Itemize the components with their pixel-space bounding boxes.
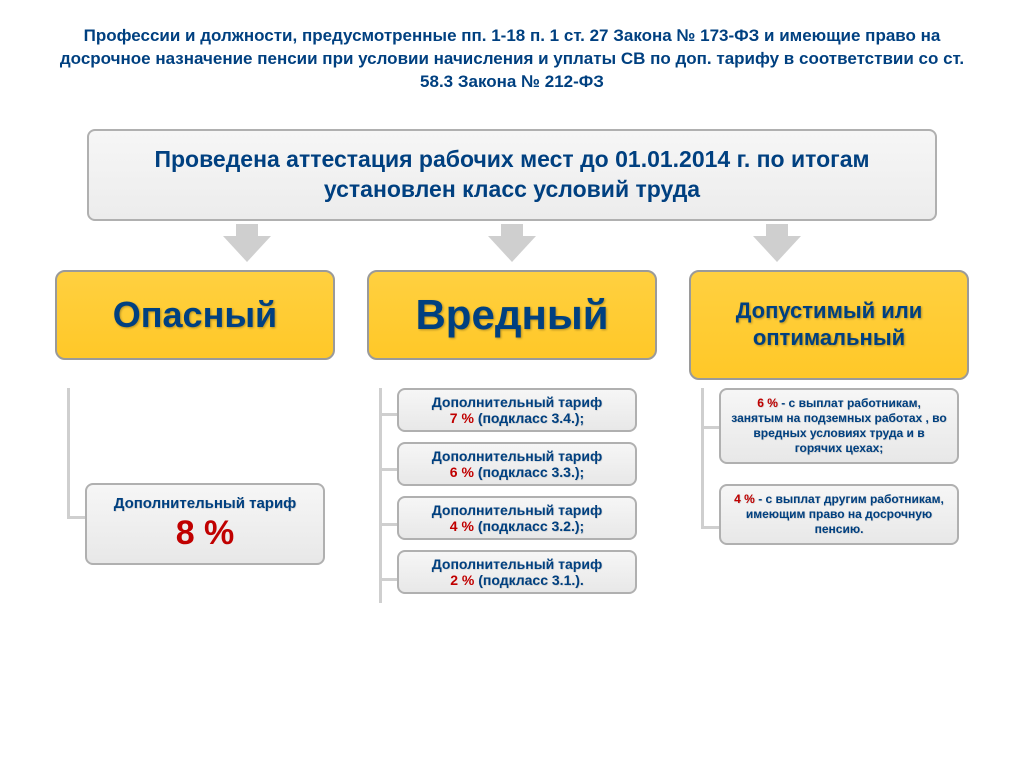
arrow-icon (223, 236, 271, 262)
connector-line (379, 413, 397, 416)
tariff-box: 6 % - с выплат работникам, занятым на по… (719, 388, 959, 464)
root-text: Проведена аттестация рабочих мест до 01.… (119, 145, 905, 205)
tariff-pct: 4 % (450, 518, 474, 534)
tariff-box: Дополнительный тариф 7 % (подкласс 3.4.)… (397, 388, 637, 432)
tariff-title: Дополнительный тариф (432, 448, 602, 464)
tariff-class: (подкласс 3.2.); (478, 518, 584, 534)
page-title: Профессии и должности, предусмотренные п… (55, 25, 969, 94)
tariff-title: Дополнительный тариф (432, 556, 602, 572)
tariff-box: Дополнительный тариф 6 % (подкласс 3.3.)… (397, 442, 637, 486)
category-label: Вредный (415, 291, 608, 339)
connector-line (701, 526, 719, 529)
connector-line (67, 388, 70, 518)
tariff-title: Дополнительный тариф (432, 502, 602, 518)
connector-line (379, 468, 397, 471)
tariff-pct: 7 % (450, 410, 474, 426)
tariff-box: 4 % - с выплат другим работникам, имеющи… (719, 484, 959, 545)
connector-line (701, 388, 704, 528)
arrows-row (55, 236, 969, 262)
categories-row: Опасный Вредный Допустимый или оптимальн… (55, 270, 969, 380)
root-box: Проведена аттестация рабочих мест до 01.… (87, 129, 937, 221)
tariff-text: 6 % - с выплат работникам, занятым на по… (731, 396, 947, 456)
tariff-class: (подкласс 3.3.); (478, 464, 584, 480)
connector-line (701, 426, 719, 429)
category-acceptable: Допустимый или оптимальный (689, 270, 969, 380)
category-harmful: Вредный (367, 270, 657, 360)
columns: Дополнительный тариф 8 % Дополнительный … (55, 388, 969, 604)
connector-line (379, 388, 382, 603)
category-dangerous: Опасный (55, 270, 335, 360)
tariff-class: (подкласс 3.1.). (478, 572, 584, 588)
arrow-icon (488, 236, 536, 262)
category-label: Допустимый или оптимальный (709, 298, 949, 351)
column-acceptable: 6 % - с выплат работникам, занятым на по… (689, 388, 969, 604)
category-label: Опасный (113, 294, 277, 336)
arrow-icon (753, 236, 801, 262)
tariff-pct: 2 % (450, 572, 474, 588)
tariff-box: Дополнительный тариф 2 % (подкласс 3.1.)… (397, 550, 637, 594)
tariff-pct: 6 % (450, 464, 474, 480)
tariff-text: 4 % - с выплат другим работникам, имеющи… (731, 492, 947, 537)
column-dangerous: Дополнительный тариф 8 % (55, 388, 335, 604)
column-harmful: Дополнительный тариф 7 % (подкласс 3.4.)… (367, 388, 657, 604)
connector-line (379, 578, 397, 581)
connector-line (67, 516, 85, 519)
connector-line (379, 523, 397, 526)
tariff-title: Дополнительный тариф (432, 394, 602, 410)
tariff-label: Дополнительный тариф (101, 495, 309, 512)
tariff-box: Дополнительный тариф 8 % (85, 483, 325, 565)
tariff-value: 8 % (101, 514, 309, 553)
tariff-box: Дополнительный тариф 4 % (подкласс 3.2.)… (397, 496, 637, 540)
tariff-class: (подкласс 3.4.); (478, 410, 584, 426)
